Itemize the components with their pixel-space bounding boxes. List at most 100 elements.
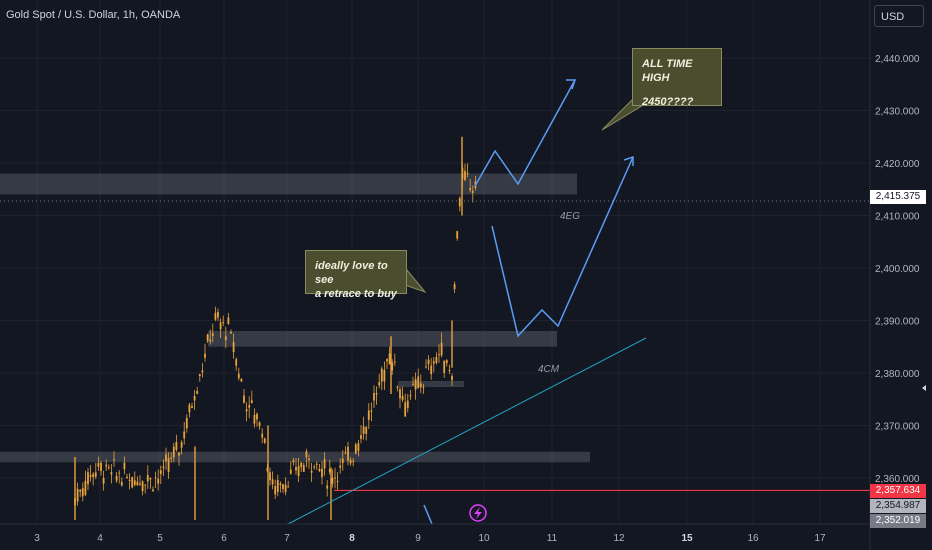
candle-body: [240, 378, 243, 382]
price-tick-label: 2,370.000: [875, 422, 920, 433]
candle-body: [105, 464, 108, 467]
candle-body: [414, 379, 417, 390]
candle-body: [341, 458, 344, 463]
candle-body: [412, 383, 414, 385]
grid-lines: [0, 0, 870, 524]
candle-body: [157, 478, 160, 484]
scroll-marker: [922, 385, 926, 391]
projection-fragment: [423, 504, 433, 525]
candle-body: [326, 485, 329, 489]
candle-body: [302, 465, 305, 472]
candle-body: [419, 383, 422, 388]
price-tick-label: 2,430.000: [875, 107, 920, 118]
candle-body: [328, 469, 331, 473]
candle-body: [388, 353, 391, 365]
candle-body: [469, 188, 472, 191]
candle-body: [308, 458, 310, 461]
candle-body: [297, 466, 300, 477]
price-tick-label: 2,420.000: [875, 159, 920, 170]
candle-body: [344, 452, 347, 454]
candle-body: [154, 477, 157, 479]
price-tag: 2,352.019: [870, 514, 926, 528]
candle-body: [321, 468, 323, 478]
annotation-line: a retrace to buy: [315, 288, 397, 300]
candle-body: [466, 172, 469, 174]
candle-body: [289, 469, 292, 474]
candle-body: [276, 479, 279, 492]
candle-body: [406, 400, 409, 408]
candle-body: [217, 312, 219, 318]
candle-body: [393, 361, 396, 363]
time-tick-label: 10: [478, 533, 490, 544]
candle-body: [430, 365, 433, 375]
candle-body: [464, 170, 466, 181]
candle-body: [110, 472, 113, 475]
price-tick-label: 2,440.000: [875, 54, 920, 65]
candle-body: [193, 395, 196, 401]
time-tick-label: 17: [814, 533, 826, 544]
time-tick-label: 16: [747, 533, 759, 544]
candle-body: [440, 342, 443, 356]
candle-body: [256, 413, 258, 420]
candle-body: [123, 462, 126, 470]
time-tick-label: 12: [613, 533, 625, 544]
zone-rect: [208, 331, 557, 347]
currency-selector[interactable]: USD: [874, 5, 924, 27]
candle-body: [373, 393, 375, 401]
candle-body: [284, 484, 287, 492]
annotation-all-time-high[interactable]: ALL TIME HIGH 2450????: [632, 48, 722, 108]
candle-body: [180, 442, 183, 448]
candle-body: [100, 462, 102, 471]
price-tag: 2,357.634: [870, 484, 926, 498]
candle-body: [443, 360, 446, 373]
drawings: [0, 79, 926, 525]
candle-body: [451, 375, 453, 381]
candle-body: [404, 402, 407, 417]
price-tick-label: 2,410.000: [875, 212, 920, 223]
candle-body: [422, 386, 425, 388]
candle-body: [300, 462, 303, 468]
candle-body: [131, 477, 134, 488]
candle-body: [425, 366, 427, 368]
candle-body: [435, 356, 438, 363]
candle-body: [357, 443, 360, 452]
price-axis: 2,440.000 2,430.000 2,420.000 2,410.000 2,40…: [875, 54, 920, 485]
candle-body: [391, 362, 394, 371]
candle-body: [334, 477, 336, 479]
price-tick-label: 2,380.000: [875, 369, 920, 380]
candle-body: [128, 480, 131, 482]
candle-body: [287, 486, 290, 488]
candle-body: [438, 354, 440, 356]
candle-body: [165, 454, 167, 462]
candle-body: [448, 369, 451, 372]
candle-body: [401, 395, 404, 400]
candle-body: [136, 481, 139, 486]
candle-body: [352, 460, 355, 462]
candle-body: [97, 462, 100, 467]
candle-body: [386, 359, 388, 362]
candle-body: [253, 414, 256, 424]
candle-body: [456, 231, 459, 239]
projection-path-up: [474, 79, 576, 187]
time-tick-label: 15: [681, 533, 693, 544]
projection-arrowhead: [623, 155, 634, 166]
candle-body: [331, 477, 334, 484]
candle-body: [79, 489, 82, 492]
candle-body: [159, 470, 162, 474]
candle-body: [305, 451, 308, 458]
lightning-icon[interactable]: [469, 504, 487, 522]
annotation-retrace[interactable]: ideally love to see a retrace to buy: [305, 250, 407, 300]
candle-body: [152, 489, 154, 492]
candle-body: [310, 470, 313, 473]
candle-body: [146, 475, 149, 482]
candle-body: [76, 488, 79, 502]
candle-body: [250, 400, 253, 404]
candle-body: [227, 317, 230, 324]
candle-body: [383, 369, 386, 382]
candle-body: [409, 395, 412, 397]
candle-body: [167, 457, 170, 473]
price-tag: 2,415.375: [870, 190, 926, 204]
candle-body: [370, 410, 373, 412]
candle-body: [269, 472, 271, 481]
